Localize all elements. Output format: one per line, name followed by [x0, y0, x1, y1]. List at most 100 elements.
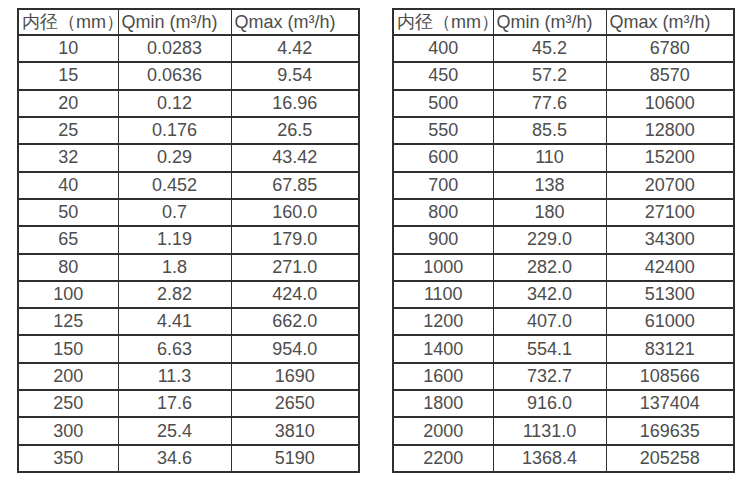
flow-range-table-small-diameters: 内径（mm）Qmin (m³/h)Qmax (m³/h)100.02834.42…: [17, 8, 360, 473]
table-row: 1100342.051300: [393, 281, 734, 308]
table-cell-qmax: 4.42: [231, 35, 359, 62]
table-cell-qmin: 0.0283: [118, 35, 231, 62]
header-cell-qmax: Qmax (m³/h): [231, 9, 359, 35]
table-row: 100.02834.42: [18, 35, 359, 62]
table-row: 25017.62650: [18, 390, 359, 417]
table-cell-diameter: 25: [18, 117, 118, 144]
table-cell-qmax: 26.5: [231, 117, 359, 144]
table-cell-diameter: 200: [18, 363, 118, 390]
table-row: 40045.26780: [393, 35, 734, 62]
table-row: 200.1216.96: [18, 90, 359, 117]
table-cell-diameter: 10: [18, 35, 118, 62]
table-cell-qmin: 77.6: [493, 90, 606, 117]
table-cell-diameter: 400: [393, 35, 493, 62]
table-row: 250.17626.5: [18, 117, 359, 144]
table-cell-diameter: 50: [18, 199, 118, 226]
table-cell-diameter: 800: [393, 199, 493, 226]
table-cell-qmin: 342.0: [493, 281, 606, 308]
flow-range-table-large-diameters: 内径（mm）Qmin (m³/h)Qmax (m³/h)40045.267804…: [392, 8, 735, 473]
table-cell-qmax: 43.42: [231, 144, 359, 171]
table-cell-qmin: 2.82: [118, 281, 231, 308]
table-cell-qmin: 1.19: [118, 226, 231, 253]
table-cell-diameter: 900: [393, 226, 493, 253]
table-row: 651.19179.0: [18, 226, 359, 253]
table-cell-qmin: 85.5: [493, 117, 606, 144]
table-row: 1600732.7108566: [393, 363, 734, 390]
table-cell-qmin: 1131.0: [493, 417, 606, 444]
table-cell-qmax: 3810: [231, 417, 359, 444]
table-cell-qmax: 83121: [606, 335, 734, 362]
header-cell-qmin: Qmin (m³/h): [118, 9, 231, 35]
table-cell-qmax: 160.0: [231, 199, 359, 226]
table-cell-qmin: 0.29: [118, 144, 231, 171]
table-cell-diameter: 350: [18, 445, 118, 472]
table-cell-qmax: 10600: [606, 90, 734, 117]
header-row: 内径（mm）Qmin (m³/h)Qmax (m³/h): [18, 9, 359, 35]
table-row: 35034.65190: [18, 445, 359, 472]
table-cell-qmin: 25.4: [118, 417, 231, 444]
table-cell-qmin: 916.0: [493, 390, 606, 417]
table-row: 801.8271.0: [18, 254, 359, 281]
header-row: 内径（mm）Qmin (m³/h)Qmax (m³/h): [393, 9, 734, 35]
table-cell-diameter: 1600: [393, 363, 493, 390]
table-cell-diameter: 550: [393, 117, 493, 144]
table-cell-qmin: 0.176: [118, 117, 231, 144]
table-cell-diameter: 1400: [393, 335, 493, 362]
table-cell-diameter: 20: [18, 90, 118, 117]
table-cell-diameter: 450: [393, 62, 493, 89]
table-row: 150.06369.54: [18, 62, 359, 89]
table-cell-qmax: 5190: [231, 445, 359, 472]
table-cell-diameter: 100: [18, 281, 118, 308]
table-cell-qmin: 282.0: [493, 254, 606, 281]
table-cell-qmax: 42400: [606, 254, 734, 281]
table-cell-qmax: 179.0: [231, 226, 359, 253]
table-cell-diameter: 80: [18, 254, 118, 281]
table-cell-qmax: 9.54: [231, 62, 359, 89]
header-cell-diameter: 内径（mm）: [18, 9, 118, 35]
table-cell-qmin: 138: [493, 172, 606, 199]
table-cell-qmax: 61000: [606, 308, 734, 335]
table-cell-diameter: 1800: [393, 390, 493, 417]
table-row: 45057.28570: [393, 62, 734, 89]
table-cell-qmin: 0.12: [118, 90, 231, 117]
table-cell-qmax: 20700: [606, 172, 734, 199]
table-cell-diameter: 2000: [393, 417, 493, 444]
table-row: 320.2943.42: [18, 144, 359, 171]
table-cell-qmin: 110: [493, 144, 606, 171]
table-cell-qmax: 12800: [606, 117, 734, 144]
table-cell-qmin: 0.452: [118, 172, 231, 199]
table-cell-qmax: 1690: [231, 363, 359, 390]
table-cell-qmax: 271.0: [231, 254, 359, 281]
table-cell-diameter: 2200: [393, 445, 493, 472]
table-row: 20001131.0169635: [393, 417, 734, 444]
page: 内径（mm）Qmin (m³/h)Qmax (m³/h)100.02834.42…: [0, 0, 750, 483]
table-cell-qmax: 108566: [606, 363, 734, 390]
table-row: 55085.512800: [393, 117, 734, 144]
table-row: 1254.41662.0: [18, 308, 359, 335]
table-cell-diameter: 1000: [393, 254, 493, 281]
table-cell-qmax: 15200: [606, 144, 734, 171]
table-cell-qmax: 34300: [606, 226, 734, 253]
table-row: 1400554.183121: [393, 335, 734, 362]
table-row: 1200407.061000: [393, 308, 734, 335]
table-row: 1002.82424.0: [18, 281, 359, 308]
header-cell-diameter: 内径（mm）: [393, 9, 493, 35]
table-row: 20011.31690: [18, 363, 359, 390]
table-cell-qmin: 6.63: [118, 335, 231, 362]
table-cell-qmin: 0.0636: [118, 62, 231, 89]
table-cell-qmin: 4.41: [118, 308, 231, 335]
table-cell-qmax: 67.85: [231, 172, 359, 199]
table-row: 60011015200: [393, 144, 734, 171]
table-cell-diameter: 300: [18, 417, 118, 444]
table-cell-qmin: 732.7: [493, 363, 606, 390]
table-row: 500.7160.0: [18, 199, 359, 226]
table-cell-qmin: 45.2: [493, 35, 606, 62]
table-cell-qmin: 17.6: [118, 390, 231, 417]
table-cell-qmin: 57.2: [493, 62, 606, 89]
table-row: 50077.610600: [393, 90, 734, 117]
table-row: 30025.43810: [18, 417, 359, 444]
table-cell-qmin: 34.6: [118, 445, 231, 472]
table-cell-diameter: 15: [18, 62, 118, 89]
table-cell-diameter: 1100: [393, 281, 493, 308]
table-cell-qmax: 6780: [606, 35, 734, 62]
